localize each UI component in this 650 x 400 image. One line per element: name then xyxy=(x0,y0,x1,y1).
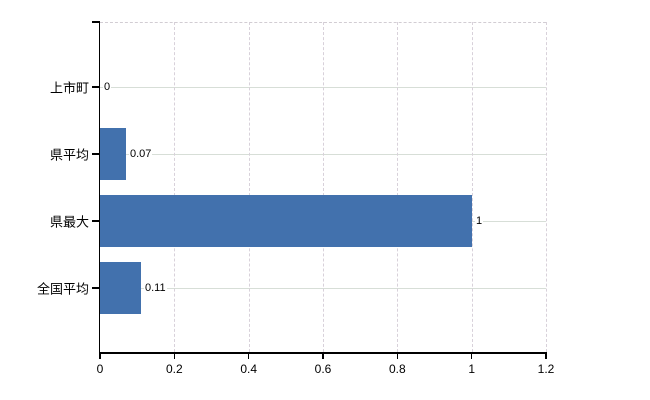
y-axis-top-tick xyxy=(92,21,100,23)
y-axis-tick xyxy=(92,86,100,88)
x-axis-tick xyxy=(247,352,250,359)
x-axis-tick xyxy=(99,352,101,359)
y-axis-tick xyxy=(92,153,100,155)
x-axis-tick xyxy=(396,352,399,359)
x-axis-line xyxy=(98,352,546,354)
bar-value-label: 0 xyxy=(103,81,112,93)
x-tick-label: 0.6 xyxy=(314,362,332,376)
x-tick-label: 0.8 xyxy=(388,362,406,376)
v-gridline xyxy=(546,22,547,352)
bar-value-label: 0.07 xyxy=(129,148,153,160)
x-axis-tick xyxy=(545,352,547,359)
plot-top-border xyxy=(100,22,546,23)
v-gridline xyxy=(248,22,250,352)
v-gridline xyxy=(323,22,324,352)
category-label: 県最大 xyxy=(49,214,89,230)
category-label: 上市町 xyxy=(49,80,89,96)
y-axis-tick xyxy=(92,220,100,222)
x-tick-label: 0.4 xyxy=(240,362,257,376)
x-tick-label: 0.2 xyxy=(165,362,183,376)
bar xyxy=(100,195,472,247)
y-axis-line xyxy=(98,22,100,353)
x-tick-label: 1.2 xyxy=(537,362,555,376)
bar xyxy=(100,128,126,180)
category-label: 県平均 xyxy=(49,147,89,163)
x-axis-tick xyxy=(322,352,324,359)
v-gridline xyxy=(174,22,176,352)
bar xyxy=(100,262,141,314)
x-axis-tick xyxy=(173,352,176,359)
category-label: 全国平均 xyxy=(36,281,89,297)
v-gridline xyxy=(471,22,473,352)
x-tick-label: 0 xyxy=(96,362,104,376)
bar-value-label: 1 xyxy=(475,215,484,227)
x-tick-label: 1 xyxy=(468,362,475,376)
bar-value-label: 0.11 xyxy=(144,282,167,294)
y-axis-tick xyxy=(92,287,100,289)
v-gridline xyxy=(397,22,399,352)
x-axis-tick xyxy=(470,352,473,359)
